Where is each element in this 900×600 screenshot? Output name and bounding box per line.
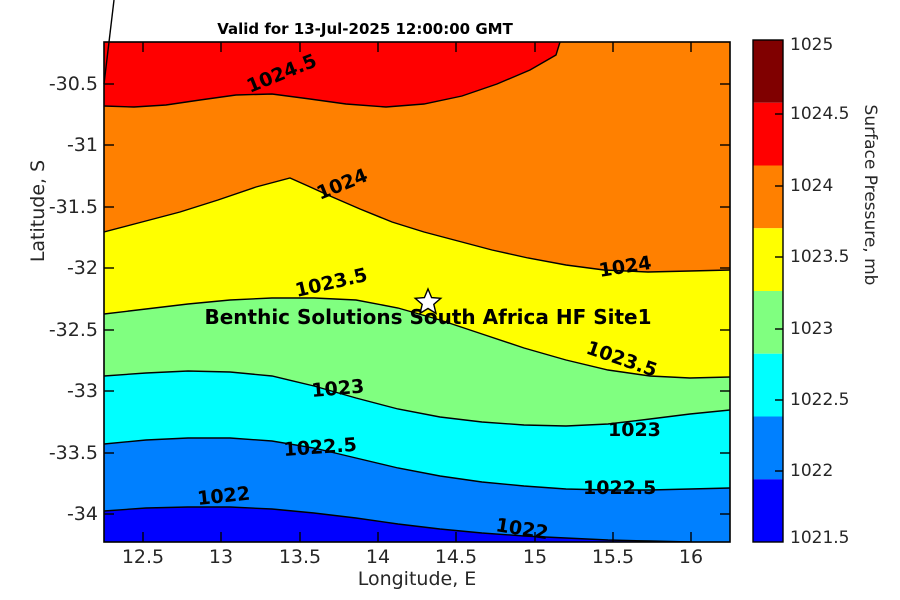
band-1021p5 (104, 507, 730, 542)
contour-line-1023p5 (104, 297, 730, 379)
y-tick: -33.5 (48, 442, 98, 464)
x-tick: 13 (208, 546, 234, 568)
colorbar-tick: 1022.5 (790, 390, 850, 410)
contour-line-1024p5 (104, 42, 561, 108)
contour-label: 1023 (608, 419, 661, 441)
colorbar-tick: 1023 (790, 319, 834, 339)
contour-label: 1022 (196, 483, 251, 510)
x-tick: 14 (365, 546, 391, 568)
colorbar-tick: 1024.5 (790, 104, 850, 124)
colorbar-tick: 1023.5 (790, 247, 850, 267)
colorbar-tick: 1024 (790, 176, 834, 196)
contour-line-1022 (104, 506, 691, 542)
colorbar-tick: 1021.5 (790, 528, 850, 548)
colorbar-swatch-1025 (753, 40, 783, 103)
site-label: Benthic Solutions South Africa HF Site1 (204, 305, 651, 329)
axis-tick-marks (103, 0, 730, 542)
colorbar-frame (752, 39, 784, 543)
x-tick: 14.5 (434, 546, 478, 568)
colorbar-tick: 1025 (790, 35, 834, 55)
colorbar-swatch-1023p5 (753, 228, 783, 291)
colorbar-tick-marks (775, 113, 783, 472)
y-tick: -34 (66, 503, 98, 525)
contour-line-1024 (104, 177, 730, 273)
x-axis-label: Longitude, E (357, 568, 477, 590)
colorbar-swatch-1023 (753, 291, 783, 354)
x-tick: 13.5 (278, 546, 322, 568)
y-tick: -31.5 (48, 196, 98, 218)
colorbar-ticks: 1025 1024.5 1024 1023.5 1023 1022.5 1022… (790, 0, 900, 600)
y-axis-ticks: -30.5 -31 -31.5 -32 -32.5 -33 -33.5 -34 (14, 0, 98, 600)
contour-line-1023 (104, 370, 730, 427)
contour-label: 1023 (311, 375, 366, 402)
y-tick: -30.5 (48, 73, 98, 95)
contour-line-1022p5 (104, 437, 730, 491)
contour-lines (104, 42, 730, 542)
contour-bands (104, 42, 730, 542)
x-axis-ticks: 12.5 13 13.5 14 14.5 15 15.5 16 (0, 546, 900, 576)
axis-frame (103, 41, 731, 543)
colorbar-swatch-1022p5 (753, 353, 783, 417)
x-tick: 15.5 (591, 546, 635, 568)
contour-label: 1022.5 (583, 477, 656, 499)
colorbar-swatch-1024 (753, 165, 783, 229)
x-tick: 12.5 (121, 546, 165, 568)
colorbar-swatch-1024p5 (753, 102, 783, 166)
star-marker[interactable] (413, 287, 443, 315)
colorbar-swatch-1021p5 (753, 479, 783, 542)
x-tick: 16 (678, 546, 704, 568)
colorbar-tick: 1022 (790, 461, 834, 481)
colorbar[interactable] (752, 39, 784, 543)
band-1024p5 (104, 42, 560, 107)
y-tick: -31 (66, 134, 98, 156)
y-tick: -32.5 (48, 319, 98, 341)
figure-title: Valid for 13-Jul-2025 12:00:00 GMT (217, 20, 513, 38)
y-tick: -32 (66, 257, 98, 279)
colorbar-swatch-1022 (753, 416, 783, 480)
y-tick: -33 (66, 380, 98, 402)
x-tick: 15 (522, 546, 548, 568)
contour-label: 1022.5 (283, 434, 358, 461)
